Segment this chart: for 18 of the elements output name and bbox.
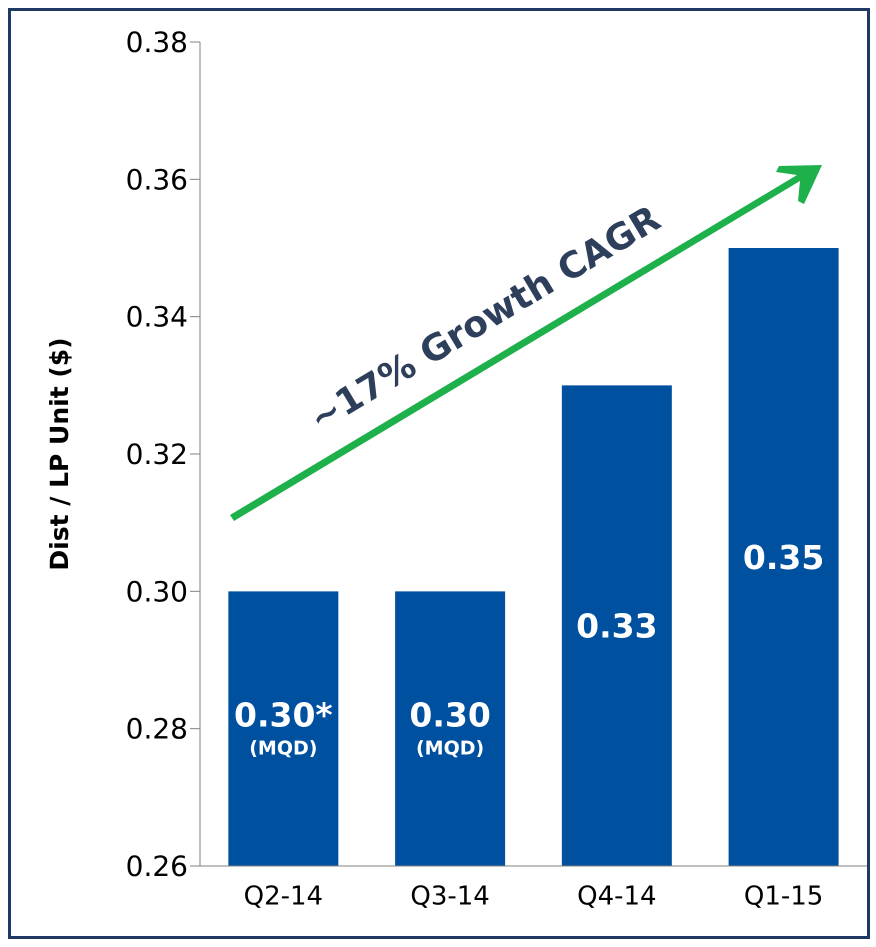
y-tick-label: 0.28 — [126, 712, 188, 746]
y-tick-label: 0.32 — [126, 438, 188, 471]
x-tick-label: Q4-14 — [577, 881, 657, 912]
y-tick-label: 0.26 — [126, 850, 188, 883]
y-tick-label: 0.38 — [126, 26, 188, 59]
data-label: 0.33 — [576, 606, 658, 646]
annotation: (MQD) — [249, 738, 318, 760]
y-tick-label: 0.34 — [126, 300, 188, 334]
x-tick-label: Q3-14 — [410, 881, 490, 912]
y-tick-label: 0.36 — [126, 163, 188, 196]
x-tick-label: Q1-15 — [744, 881, 824, 912]
data-label: 0.30* — [234, 696, 333, 735]
data-label: 0.35 — [742, 538, 824, 577]
y-axis-title: Dist / LP Unit ($) — [44, 337, 74, 571]
y-tick-label: 0.30 — [126, 575, 188, 608]
annotation: (MQD) — [416, 738, 484, 760]
x-tick-label: Q2-14 — [244, 881, 324, 912]
data-label: 0.30 — [409, 696, 491, 735]
